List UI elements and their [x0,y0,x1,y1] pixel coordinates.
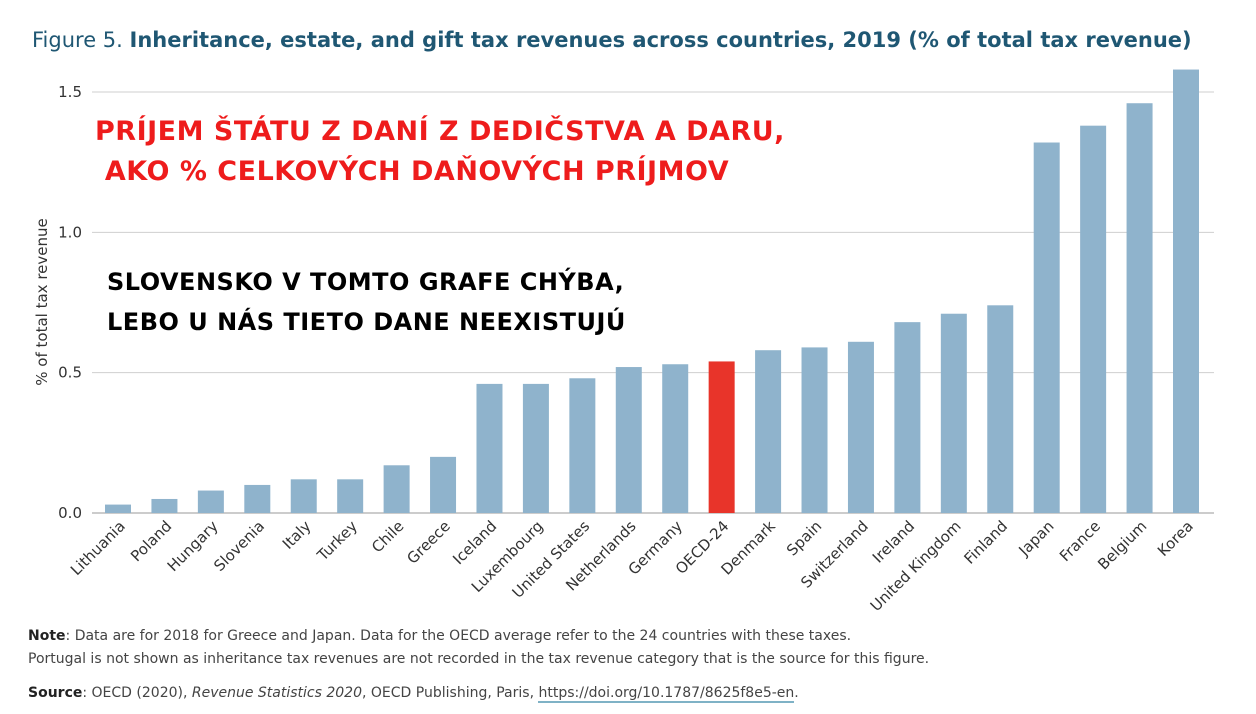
source-text-2: , OECD Publishing, Paris, [362,685,539,701]
annotation-black-line2: LEBO U NÁS TIETO DANE NEEXISTUJÚ [107,308,626,336]
source-text-1: : OECD (2020), [82,685,192,701]
x-tick-label: Turkey [313,517,361,565]
note-text-1: : Data are for 2018 for Greece and Japan… [65,628,852,644]
bars [105,69,1199,514]
bar-iceland [476,383,503,513]
note-text-2: Portugal is not shown as inheritance tax… [28,651,930,667]
x-tick-label: Italy [279,517,315,553]
x-tick-label: Spain [783,517,825,559]
bar-oecd-24 [708,361,735,513]
bar-ireland [894,322,921,513]
bar-spain [801,347,828,513]
note-line-1: Note: Data are for 2018 for Greece and J… [28,628,851,644]
bar-finland [987,305,1014,513]
note-line-2: Portugal is not shown as inheritance tax… [28,651,929,667]
bar-japan [1033,142,1060,513]
chart-title: Figure 5. Inheritance, estate, and gift … [32,28,1192,52]
source-title: Revenue Statistics 2020 [191,685,363,701]
source-label: Source [28,685,83,701]
x-tick-label: Finland [960,517,1011,568]
y-tick-label: 1.5 [58,83,82,101]
bar-luxembourg [522,383,549,513]
annotation-red-line2: AKO % CELKOVÝCH DAŇOVÝCH PRÍJMOV [95,156,730,187]
x-tick-label: Lithuania [67,517,129,579]
bar-lithuania [105,504,131,513]
annotation-red: PRÍJEM ŠTÁTU Z DANÍ Z DEDIČSTVA A DARU, … [95,112,785,192]
annotation-black-line1: SLOVENSKO V TOMTO GRAFE CHÝBA, [107,268,625,296]
y-axis-label: % of total tax revenue [33,218,51,385]
bar-denmark [755,350,782,513]
bar-united-kingdom [940,313,967,513]
bar-greece [430,456,457,513]
x-tick-label: Belgium [1094,517,1150,573]
bar-italy [290,479,317,513]
y-tick-label: 1.0 [58,223,82,241]
source-line: Source: OECD (2020), Revenue Statistics … [28,685,799,703]
figure-title: Inheritance, estate, and gift tax revenu… [129,28,1192,52]
y-tick-label: 0.5 [58,364,82,382]
figure-label: Figure 5. [32,28,123,52]
x-tick-label: Japan [1015,517,1058,560]
source-end: . [794,685,799,701]
bar-united-states [569,378,596,513]
bar-switzerland [847,341,874,513]
annotation-red-line1: PRÍJEM ŠTÁTU Z DANÍ Z DEDIČSTVA A DARU, [95,116,785,147]
gridlines [92,91,1214,514]
x-tick-label: Greece [403,517,453,567]
bar-netherlands [615,367,642,513]
note-label: Note [28,628,66,644]
bar-korea [1173,69,1199,514]
y-tick-labels: 0.0 0.5 1.0 1.5 [58,83,82,522]
bar-germany [662,364,689,513]
bar-turkey [337,479,364,513]
bar-slovenia [244,484,271,513]
bar-belgium [1126,103,1153,513]
x-tick-label: Chile [368,517,407,556]
y-tick-label: 0.0 [58,504,82,522]
x-tick-label: Slovenia [210,517,268,575]
annotation-black: SLOVENSKO V TOMTO GRAFE CHÝBA, LEBO U NÁ… [107,262,626,342]
bar-hungary [197,490,224,513]
bar-poland [151,498,178,513]
x-tick-label: Korea [1154,517,1197,560]
bar-chile [383,465,410,513]
bar-france [1080,125,1107,514]
source-link[interactable]: https://doi.org/10.1787/8625f8e5-en [538,685,795,703]
bar-chart: 0.0 0.5 1.0 1.5 % of total tax revenue Lith… [33,69,1214,615]
